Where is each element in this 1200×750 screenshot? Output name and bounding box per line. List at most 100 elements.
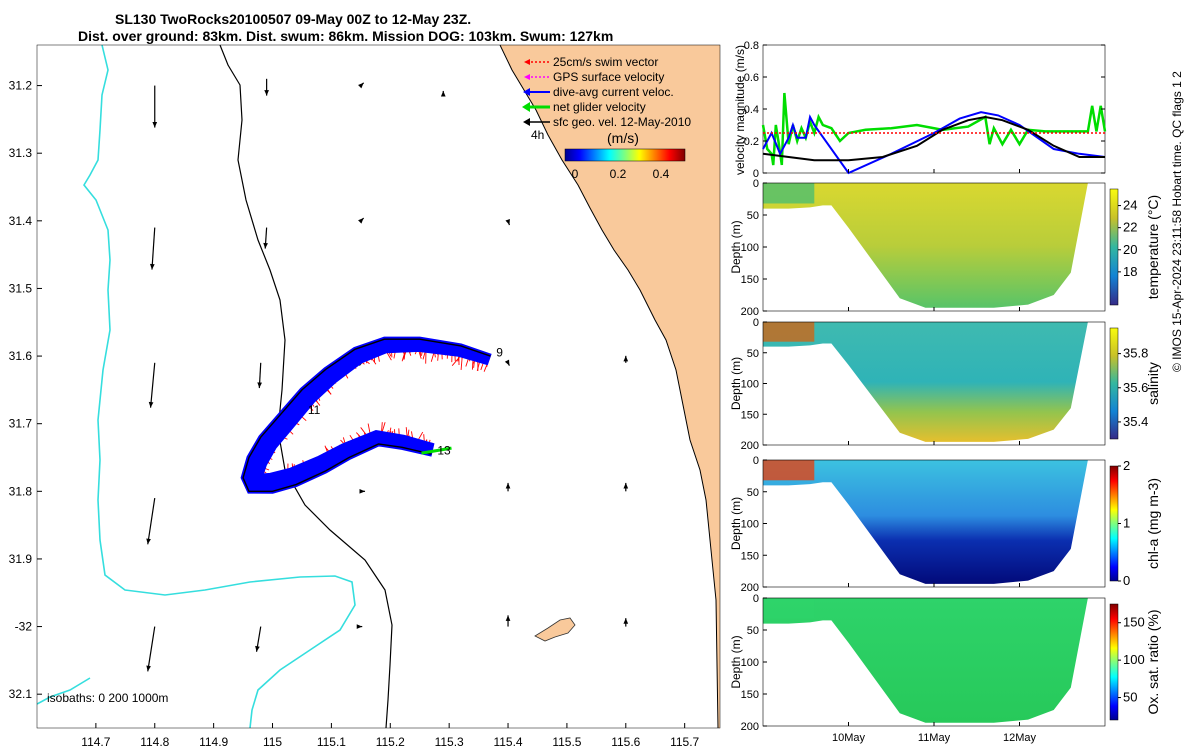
colorbar-tick-label: 2 — [1123, 458, 1130, 473]
colorbar-tick-label: 35.4 — [1123, 414, 1148, 429]
map-ytick-label: 31.4 — [9, 214, 33, 228]
geo-vector-head — [356, 624, 363, 629]
section-ytick-label: 150 — [741, 409, 759, 421]
colorbar-label: salinity — [1145, 362, 1161, 405]
map-xtick-label: 114.8 — [140, 735, 169, 749]
geo-vector-head — [358, 218, 364, 224]
geo-vector-head — [358, 82, 364, 89]
geo-vector — [147, 626, 156, 672]
map-ytick-label: 32.1 — [9, 687, 33, 701]
map-xtick-label: 115.7 — [670, 735, 699, 749]
colorbar-tick-0.2: 0.2 — [610, 167, 627, 181]
section-ytick-label: 150 — [741, 274, 759, 286]
legend-arrowhead-current — [523, 88, 530, 96]
geo-vector — [151, 227, 156, 270]
annotation-4h: 4h — [531, 128, 544, 142]
section-ytick-label: 50 — [747, 487, 759, 499]
geo-vector-head — [505, 482, 511, 489]
map-xtick-label: 115.3 — [435, 735, 464, 749]
map-legend: 25cm/s swim vector GPS surface velocity … — [522, 55, 691, 181]
velocity-ytick-label: 0 — [753, 168, 759, 180]
section-colorbar — [1109, 327, 1119, 440]
geo-vector-head — [504, 359, 510, 366]
geo-vector-head — [623, 618, 629, 624]
colorbar-tick-label: 1 — [1123, 516, 1130, 531]
legend-label-gps: GPS surface velocity — [553, 70, 664, 84]
geo-vector-head — [505, 219, 510, 226]
section-surface-patch — [763, 460, 815, 481]
section-ytick-label: 150 — [741, 550, 759, 562]
legend-arrowhead-swim — [524, 59, 530, 65]
figure-title-line2: Dist. over ground: 83km. Dist. swum: 86k… — [78, 28, 614, 44]
section-surface-patch — [763, 322, 815, 342]
geo-vector-head — [440, 90, 446, 97]
map-ytick-label: 31.2 — [9, 79, 33, 93]
legend-arrowhead-gps — [524, 74, 530, 80]
map-ytick-label: 31.6 — [9, 349, 33, 363]
section-surface-patch — [763, 598, 815, 619]
colorbar-label: Ox. sat. ratio (%) — [1145, 609, 1161, 714]
velocity-ylabel: velocity magnitude (m/s) — [733, 45, 747, 175]
section-colorbar — [1109, 465, 1119, 582]
day-label: 13 — [437, 444, 451, 458]
date-tick-label: 12May — [1003, 732, 1037, 744]
section-ytick-label: 200 — [741, 306, 759, 318]
geo-vector — [149, 362, 156, 408]
current-band — [240, 336, 492, 494]
colorbar-tick-label: 50 — [1123, 690, 1137, 705]
date-axis: 10May 11May 12May — [832, 169, 1037, 744]
section-ylabel: Depth (m) — [729, 220, 743, 273]
section-ylabel: Depth (m) — [729, 635, 743, 688]
map-xtick-label: 115.2 — [376, 735, 405, 749]
geo-vector-head — [149, 263, 155, 270]
colorbar-tick-label: 24 — [1123, 198, 1137, 213]
section-ytick-label: 200 — [741, 582, 759, 594]
colorbar-tick-label: 150 — [1123, 615, 1145, 630]
isobath-1000m — [83, 45, 356, 728]
colorbar-tick-0.4: 0.4 — [653, 167, 670, 181]
legend-arrowhead-sfc — [523, 118, 530, 126]
section-fill — [763, 183, 1105, 308]
section-ytick-label: 200 — [741, 721, 759, 733]
geo-vector-head — [148, 401, 154, 408]
map-ytick-label: 31.7 — [9, 417, 33, 431]
colorbar-tick-label: 35.6 — [1123, 380, 1148, 395]
velocity-ytick-label: 0.6 — [744, 72, 759, 84]
section-colorbar — [1109, 188, 1119, 306]
section-fill — [763, 322, 1105, 442]
map-ytick-label: 31.5 — [9, 281, 33, 295]
glider-track — [242, 338, 491, 493]
map-ytick-label: 31.3 — [9, 146, 33, 160]
date-tick-label: 11May — [918, 732, 951, 744]
date-tick-label: 10May — [832, 732, 866, 744]
colorbar-tick-label: 0 — [1123, 573, 1130, 588]
section-ytick-label: 0 — [753, 178, 759, 190]
day-label: 11 — [308, 403, 321, 417]
map-xtick-label: 115.5 — [552, 735, 581, 749]
map-ytick-label: -32 — [15, 620, 33, 634]
colorbar-tick-label: 22 — [1123, 220, 1137, 235]
geo-vector-head — [359, 488, 366, 494]
section-fill — [763, 460, 1105, 584]
isobath-1000m-west — [37, 677, 91, 705]
geo-vector-head — [264, 90, 269, 96]
geo-vector-head — [146, 538, 151, 545]
colorbar-label: temperature (°C) — [1145, 195, 1161, 299]
section-ytick-label: 0 — [753, 593, 759, 605]
geo-vector-head — [623, 482, 629, 489]
section-ytick-label: 100 — [741, 242, 759, 254]
section-ytick-label: 100 — [741, 519, 759, 531]
geo-vector-head — [146, 665, 151, 672]
legend-label-net: net glider velocity — [553, 100, 646, 114]
colorbar-unit-label: (m/s) — [607, 130, 639, 146]
map-ytick-label: 31.9 — [9, 552, 33, 566]
section-ytick-label: 100 — [741, 379, 759, 391]
map-xtick-label: 115.4 — [493, 735, 522, 749]
section-panel-0: 0 50 100 150 200 Depth (m) 18 20 22 24 temperature… — [729, 178, 1161, 318]
map-x-axis: 114.7 114.8 114.9 115 115.1 115.2 115.3 115.4 11… — [81, 723, 700, 749]
colorbar-tick-label: 100 — [1123, 652, 1145, 667]
colorbar-tick-label: 35.8 — [1123, 346, 1148, 361]
